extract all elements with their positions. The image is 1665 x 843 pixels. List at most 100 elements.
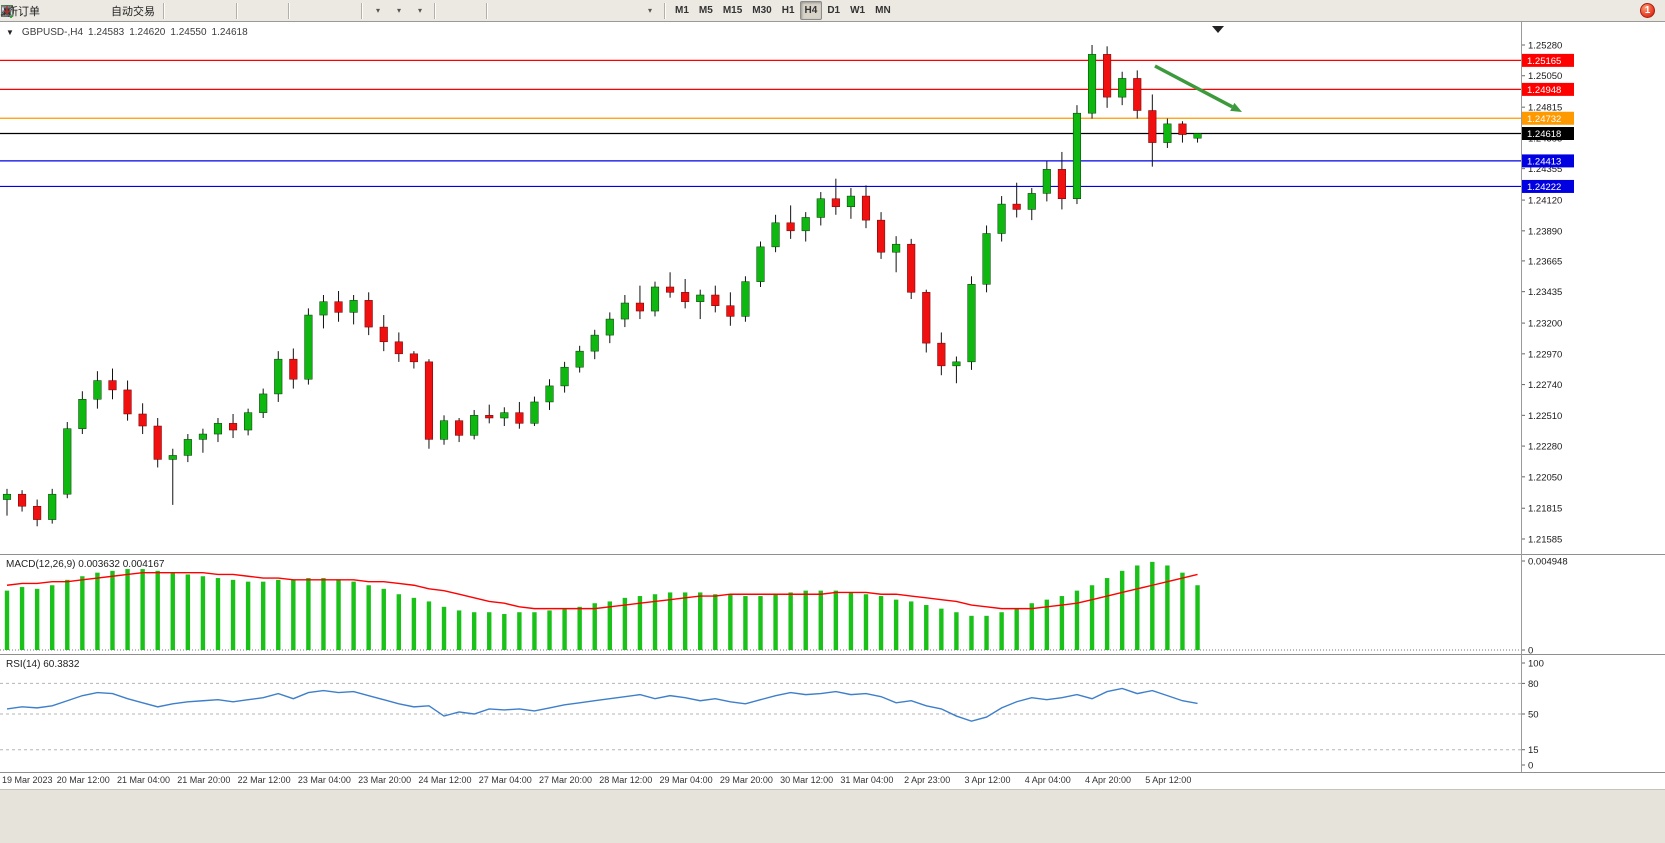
- autotrading-button[interactable]: 自动交易: [1, 1, 159, 20]
- time-axis-label: 22 Mar 12:00: [237, 775, 291, 785]
- vertical-line-button[interactable]: [6, 1, 513, 20]
- toolbar-separator: [486, 2, 488, 19]
- market-watch-button[interactable]: [1, 1, 65, 20]
- chart-shift-marker[interactable]: [1212, 26, 1224, 33]
- time-axis-label: 30 Mar 12:00: [780, 775, 834, 785]
- notification-badge[interactable]: 1: [1640, 3, 1655, 18]
- channel-button[interactable]: [1, 1, 576, 20]
- time-axis-label: 21 Mar 20:00: [177, 775, 231, 785]
- macd-bar: [336, 579, 341, 650]
- data-window-button[interactable]: [1, 1, 86, 20]
- candlestick-chart-button[interactable]: [2, 1, 211, 20]
- macd-bar: [788, 592, 793, 650]
- candle-body: [1087, 54, 1097, 114]
- cascade-windows-button[interactable]: [1, 1, 336, 20]
- timeframe-m15[interactable]: M15: [718, 1, 747, 20]
- macd-bar: [1135, 565, 1140, 650]
- timeframe-m5[interactable]: M5: [694, 1, 718, 20]
- candle-body: [801, 217, 810, 232]
- arrows-button[interactable]: ▾: [3, 1, 660, 20]
- period-button[interactable]: ▾: [1, 1, 409, 20]
- panel-separator[interactable]: [0, 654, 1665, 655]
- macd-bar: [924, 605, 929, 650]
- trend-arrow[interactable]: [1154, 64, 1234, 109]
- timeframe-m30[interactable]: M30: [747, 1, 776, 20]
- crosshair-button[interactable]: [2, 1, 482, 20]
- cursor-button[interactable]: [4, 1, 461, 20]
- timeframe-w1[interactable]: W1: [845, 1, 870, 20]
- chevron-down-icon: ▾: [417, 6, 422, 15]
- price-axis-label: 1.22740: [1528, 380, 1562, 391]
- toolbar-separator: [664, 2, 666, 19]
- toolbar: 新订单 自动交易: [0, 0, 1665, 22]
- macd-bar: [1029, 603, 1034, 650]
- macd-bar: [698, 592, 703, 650]
- templates-button[interactable]: ▾: [1, 1, 430, 20]
- price-line-box: [1522, 127, 1574, 141]
- tile-windows-button[interactable]: [1, 1, 315, 20]
- fibonacci-button[interactable]: [1, 1, 597, 20]
- rsi-line: [6, 687, 1198, 722]
- trendline-button[interactable]: [0, 1, 555, 20]
- candle-body: [1193, 133, 1202, 139]
- candle-body: [78, 399, 87, 429]
- bottom-strip: [0, 789, 1665, 843]
- price-axis-label: 1.22970: [1528, 349, 1562, 360]
- price-line-box-label: 1.24618: [1527, 129, 1561, 140]
- price-axis-border: [1521, 22, 1522, 772]
- macd-bar: [125, 569, 130, 650]
- candle-body: [229, 423, 238, 431]
- symbol-title: GBPUSD-,H4: [21, 27, 84, 38]
- macd-bar: [4, 590, 10, 650]
- bar-chart-button[interactable]: [2, 1, 190, 20]
- navigator-button[interactable]: [1, 1, 107, 20]
- macd-bar: [1195, 585, 1200, 650]
- add-indicator-button[interactable]: ▾: [1, 1, 388, 20]
- time-axis-label: 21 Mar 04:00: [117, 775, 171, 785]
- macd-bar: [1150, 561, 1155, 650]
- macd-bar: [170, 572, 175, 650]
- candle-body: [319, 301, 328, 316]
- macd-bar: [441, 606, 447, 650]
- timeframe-d1[interactable]: D1: [822, 1, 845, 20]
- time-axis-label: 27 Mar 04:00: [478, 775, 532, 785]
- candle-body: [470, 415, 479, 436]
- price-axis-label: 1.22510: [1528, 411, 1562, 422]
- macd-bar: [773, 594, 778, 650]
- time-axis-label: 23 Mar 04:00: [297, 775, 351, 785]
- candle-body: [605, 318, 614, 336]
- macd-bar: [366, 585, 371, 650]
- macd-bar: [140, 569, 145, 650]
- macd-bar: [893, 599, 899, 650]
- zoom-out-button[interactable]: [2, 1, 284, 20]
- line-chart-button[interactable]: [1, 1, 232, 20]
- timeframe-mn[interactable]: MN: [870, 1, 896, 20]
- candle-body: [364, 300, 373, 328]
- timeframe-h1[interactable]: H1: [777, 1, 800, 20]
- one-click-trading-toggle[interactable]: ▼: [6, 28, 14, 37]
- macd-bar: [999, 612, 1004, 650]
- candle-body: [198, 433, 207, 440]
- time-axis[interactable]: 19 Mar 2023 20 Mar 12:00 21 Mar 04:00 21 Ma…: [0, 773, 1665, 789]
- candle-body: [771, 222, 780, 248]
- macd-bar: [682, 592, 688, 650]
- macd-bar: [667, 592, 673, 650]
- timeframe-h4[interactable]: H4: [799, 1, 823, 20]
- time-axis-label: 29 Mar 20:00: [719, 775, 773, 785]
- macd-bar: [502, 614, 507, 650]
- candle-body: [1148, 110, 1157, 143]
- macd-panel: MACD(12,26,9) 0.003632 0.004167 0.004948…: [0, 557, 1568, 654]
- text-button[interactable]: A: [3, 1, 618, 20]
- panel-separator[interactable]: [0, 554, 1665, 555]
- horizontal-line-button[interactable]: [2, 1, 534, 20]
- candle-body: [560, 366, 569, 387]
- zoom-in-button[interactable]: [2, 1, 263, 20]
- macd-bar: [592, 603, 597, 650]
- timeframe-m1[interactable]: M1: [670, 1, 694, 20]
- ohlc-low: 1.24550: [170, 27, 207, 38]
- price-axis-label: 1.21585: [1528, 534, 1562, 545]
- label-button[interactable]: T: [4, 1, 639, 20]
- candle-body: [1072, 112, 1082, 199]
- arrange-windows-button[interactable]: [1, 1, 357, 20]
- candle-body: [18, 493, 27, 507]
